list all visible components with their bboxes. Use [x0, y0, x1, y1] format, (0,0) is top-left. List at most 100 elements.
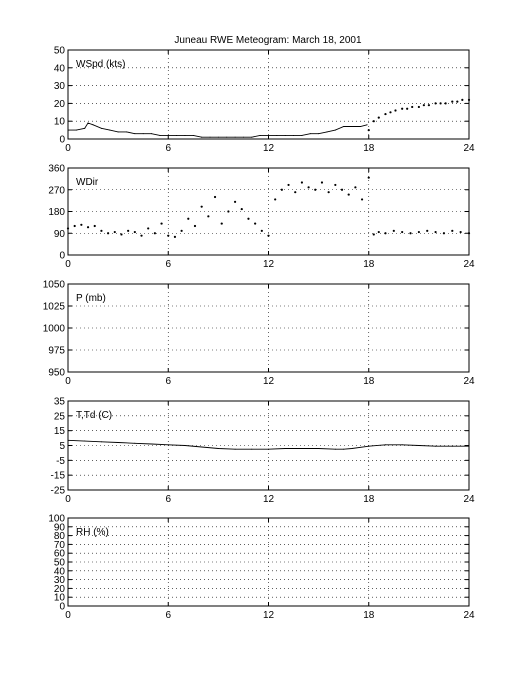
- data-point: [167, 444, 169, 446]
- x-tick-label: 12: [263, 494, 275, 505]
- data-point: [368, 445, 370, 447]
- data-point: [142, 133, 144, 135]
- data-point: [267, 234, 270, 237]
- data-point: [176, 134, 178, 136]
- data-point: [394, 109, 397, 112]
- data-point: [451, 445, 453, 447]
- x-tick-label: 0: [65, 376, 71, 387]
- data-point: [434, 102, 437, 105]
- y-tick-label: 100: [48, 514, 65, 525]
- x-tick-label: 12: [263, 376, 275, 387]
- data-point: [73, 224, 76, 228]
- data-point: [392, 229, 395, 232]
- data-point: [301, 447, 303, 449]
- panel-label: WDir: [76, 177, 99, 188]
- x-tick-label: 24: [463, 259, 475, 270]
- data-point: [160, 222, 163, 225]
- series-line: [68, 122, 368, 138]
- x-tick-label: 0: [65, 143, 71, 154]
- data-point: [180, 229, 183, 232]
- y-tick-label: 0: [59, 135, 65, 146]
- data-point: [343, 448, 345, 450]
- y-tick-label: 25: [54, 411, 66, 422]
- data-point: [287, 183, 290, 187]
- data-point: [439, 102, 442, 105]
- data-point: [201, 136, 203, 138]
- data-point: [120, 233, 123, 236]
- data-point: [427, 104, 430, 107]
- data-point: [127, 229, 130, 232]
- data-point: [384, 232, 387, 235]
- y-tick-label: 40: [54, 566, 66, 577]
- data-point: [66, 227, 70, 230]
- y-tick-label: 1000: [43, 324, 66, 335]
- x-tick-label: 24: [463, 376, 475, 387]
- data-point: [247, 217, 250, 220]
- data-point: [84, 440, 86, 442]
- y-tick-label: 950: [48, 368, 65, 379]
- x-tick-label: 6: [165, 610, 171, 621]
- data-point: [307, 186, 310, 189]
- data-point: [434, 230, 437, 234]
- data-point: [456, 100, 459, 103]
- data-point: [274, 198, 277, 201]
- x-tick-label: 24: [463, 610, 475, 621]
- data-point: [284, 134, 286, 136]
- data-point: [92, 124, 94, 126]
- data-point: [140, 234, 143, 237]
- data-point: [240, 207, 243, 211]
- data-point: [401, 444, 403, 446]
- x-tick-label: 6: [165, 143, 171, 154]
- data-point: [220, 222, 223, 225]
- y-tick-label: 30: [54, 81, 66, 92]
- y-tick-label: -15: [51, 471, 66, 482]
- data-point: [347, 193, 350, 196]
- data-point: [234, 448, 236, 450]
- y-tick-label: 15: [54, 426, 66, 437]
- data-point: [435, 445, 437, 447]
- y-tick-label: -5: [56, 456, 65, 467]
- data-point: [426, 229, 429, 232]
- data-point: [372, 233, 375, 236]
- data-point: [417, 230, 420, 234]
- data-point: [134, 442, 136, 444]
- y-tick-label: 180: [48, 207, 65, 218]
- data-point: [351, 126, 353, 128]
- x-tick-label: 12: [263, 143, 275, 154]
- data-point: [251, 448, 253, 450]
- x-tick-label: 0: [65, 610, 71, 621]
- data-point: [184, 445, 186, 446]
- data-point: [401, 107, 404, 110]
- series-line: [67, 439, 469, 450]
- data-point: [259, 134, 261, 136]
- data-point: [468, 445, 470, 447]
- data-point: [320, 181, 324, 184]
- data-point: [217, 136, 219, 138]
- data-point: [334, 129, 336, 131]
- data-point: [184, 134, 186, 136]
- y-tick-label: 0: [59, 251, 65, 262]
- x-tick-label: 24: [463, 494, 475, 505]
- data-point: [100, 441, 102, 443]
- data-point: [372, 120, 375, 123]
- data-point: [409, 232, 412, 235]
- panel-label: WSpd (kts): [76, 59, 125, 70]
- data-point: [151, 133, 153, 135]
- data-point: [367, 176, 370, 179]
- data-point: [334, 183, 337, 187]
- x-tick-label: 18: [363, 259, 375, 270]
- x-tick-label: 12: [263, 259, 275, 270]
- data-point: [351, 447, 353, 449]
- data-point: [167, 234, 170, 237]
- data-point: [107, 232, 110, 235]
- data-point: [86, 226, 90, 229]
- data-point: [251, 136, 253, 138]
- data-point: [422, 104, 425, 107]
- data-point: [284, 447, 286, 449]
- y-tick-label: 30: [54, 575, 66, 586]
- panel-1: 0 6 12 18 24 0 10 20 30 40 50 WSpd (kts): [54, 46, 475, 155]
- x-tick-label: 6: [165, 259, 171, 270]
- data-point: [167, 134, 169, 136]
- data-point: [377, 116, 380, 119]
